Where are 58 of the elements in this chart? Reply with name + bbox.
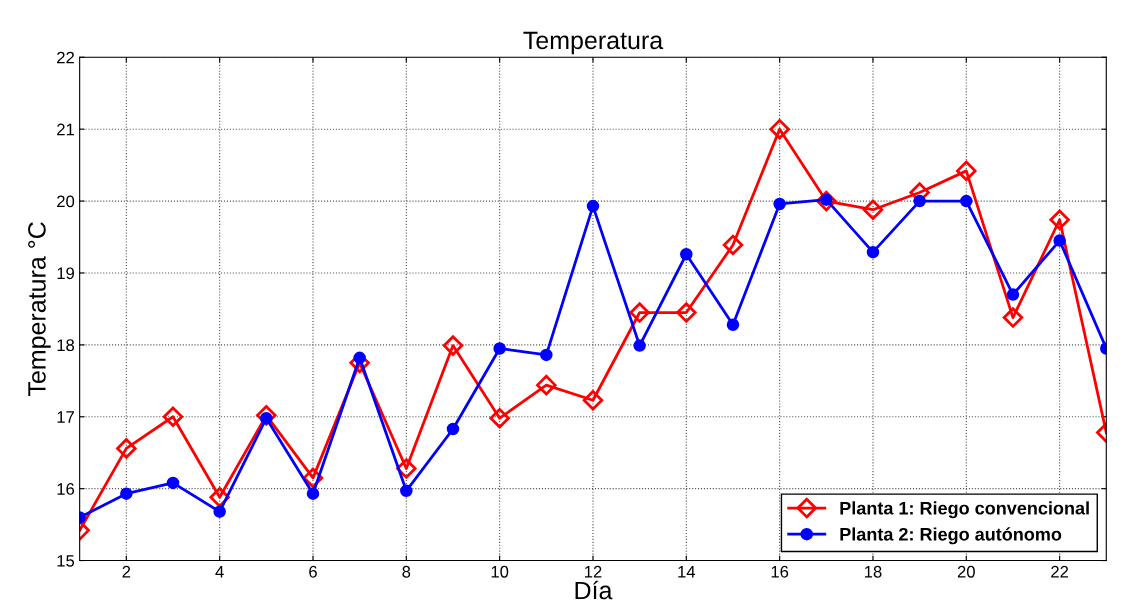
point [726, 318, 740, 331]
y-tick-label: 17 [57, 411, 74, 423]
x-tick-label: 6 [309, 565, 317, 578]
y-tick-label: 21 [57, 123, 74, 136]
y-tick-label: 22 [57, 51, 74, 64]
point [353, 351, 366, 365]
x-tick-label: 16 [771, 565, 789, 578]
point [722, 234, 744, 256]
point [442, 335, 464, 356]
x-tick-label: 18 [864, 565, 882, 578]
point [116, 438, 137, 459]
x-axis-title: Día [575, 580, 613, 600]
point [256, 405, 277, 426]
point [862, 199, 884, 220]
point [676, 302, 697, 323]
point [1049, 209, 1070, 230]
y-tick-label: 15 [57, 555, 75, 567]
y-tick-label: 18 [57, 339, 75, 352]
point [446, 422, 460, 436]
point [773, 197, 786, 211]
y-tick-label: 20 [57, 195, 75, 208]
point [213, 505, 226, 518]
point [1002, 307, 1024, 328]
point [633, 339, 646, 352]
point [493, 342, 506, 355]
point [400, 484, 413, 498]
point [582, 390, 604, 411]
x-tick-label: 12 [584, 565, 602, 578]
chart-title: Temperatura [523, 31, 664, 55]
point [769, 118, 790, 140]
point [956, 160, 977, 182]
x-tick-label: 10 [491, 565, 509, 578]
point [166, 476, 180, 490]
y-axis-title: Temperatura °C [28, 222, 51, 397]
point [629, 302, 650, 323]
point [536, 374, 557, 396]
point [306, 487, 320, 500]
point [120, 487, 133, 500]
point [1006, 288, 1020, 301]
legend-label: Planta 1: Riego convencional [840, 501, 1089, 519]
x-tick-label: 8 [402, 565, 411, 578]
x-tick-label: 4 [215, 566, 224, 578]
x-tick-label: 2 [122, 565, 131, 578]
point [586, 199, 600, 213]
x-tick-label: 14 [678, 566, 696, 578]
point [1053, 234, 1066, 247]
point [913, 194, 926, 208]
legend-label: Planta 2: Riego autónomo [840, 527, 1062, 545]
y-tick-label: 16 [57, 483, 75, 495]
x-tick-label: 22 [1051, 565, 1069, 578]
x-tick-label: 20 [957, 565, 975, 578]
point [866, 245, 880, 259]
point [162, 406, 184, 427]
y-tick-label: 19 [57, 267, 75, 280]
point [540, 348, 553, 362]
point [489, 407, 510, 429]
point [960, 194, 973, 208]
point [680, 248, 693, 261]
